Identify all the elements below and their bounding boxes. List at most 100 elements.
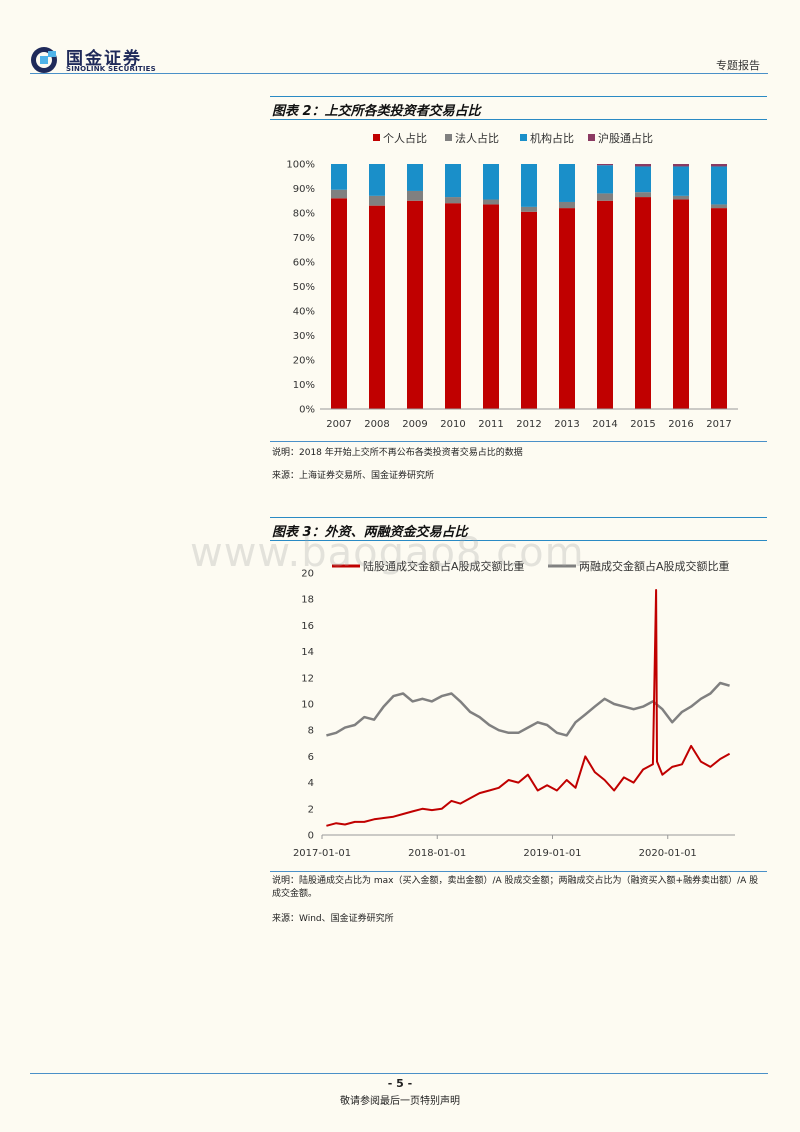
- legend-swatch-3: [588, 134, 595, 141]
- bar-segment-2007-2: [331, 164, 347, 190]
- bar-segment-2014-0: [597, 200, 613, 409]
- figure3-source: 来源：Wind、国金证券研究所: [272, 914, 394, 924]
- bar-segment-2009-1: [407, 190, 423, 201]
- y-tick-label: 20: [301, 569, 314, 580]
- y-tick-label: 12: [301, 673, 314, 684]
- bar-segment-2015-0: [635, 197, 651, 409]
- x-tick-label: 2017: [706, 419, 731, 430]
- x-tick-label: 2009: [402, 419, 427, 430]
- figure2-title-bar: 图表 2：上交所各类投资者交易占比: [270, 96, 767, 120]
- y-tick-label: 2: [308, 804, 314, 815]
- bar-segment-2014-3: [597, 164, 613, 166]
- bar-segment-2017-3: [711, 164, 727, 167]
- legend-label-3: 沪股通占比: [598, 131, 653, 145]
- legend-label-0: 个人占比: [383, 131, 427, 145]
- figure3-line-chart: 陆股通成交金额占A股成交额比重 两融成交金额占A股成交额比重 0 2 4 6 8 10 12 14…: [293, 559, 735, 859]
- bar-segment-2012-1: [521, 206, 537, 212]
- x-tick-label: 2013: [554, 419, 579, 430]
- bar-segment-2017-2: [711, 166, 727, 205]
- bar-segment-2013-1: [559, 201, 575, 209]
- watermark: www.baogao8.com: [190, 530, 585, 576]
- figure2-title: 图表 2：上交所各类投资者交易占比: [272, 104, 481, 119]
- figure2-note: 说明：2018 年开始上交所不再公布各类投资者交易占比的数据: [272, 448, 523, 458]
- x-tick-label: 2019-01-01: [523, 848, 581, 859]
- y-tick-label: 0: [308, 831, 314, 842]
- bar-segment-2016-2: [673, 166, 689, 196]
- bar-segment-2017-0: [711, 208, 727, 409]
- bar-segment-2016-0: [673, 199, 689, 409]
- x-tick-label: 2015: [630, 419, 655, 430]
- x-tick-label: 2016: [668, 419, 693, 430]
- y-tick-label: 8: [308, 726, 314, 737]
- x-tick-label: 2008: [364, 419, 389, 430]
- y-tick-label: 20%: [293, 356, 315, 367]
- logo-emblem-icon: [31, 47, 57, 73]
- figure2-source: 来源：上海证券交易所、国金证券研究所: [272, 471, 435, 481]
- series-line-margin: [326, 681, 730, 737]
- y-tick-label: 16: [301, 621, 314, 632]
- bar-segment-2010-2: [445, 164, 461, 198]
- bar-segment-2013-0: [559, 208, 575, 409]
- header-rule: [30, 73, 768, 74]
- bar-segment-2009-2: [407, 164, 423, 191]
- page-number: - 5 -: [387, 1077, 413, 1090]
- bar-segment-2012-0: [521, 211, 537, 409]
- y-tick-label: 60%: [293, 258, 315, 269]
- legend-label-2: 机构占比: [530, 131, 574, 145]
- y-tick-label: 4: [308, 778, 314, 789]
- y-tick-label: 80%: [293, 209, 315, 220]
- legend-label-northbound: 陆股通成交金额占A股成交额比重: [363, 559, 525, 573]
- bar-segment-2007-0: [331, 198, 347, 409]
- bar-segment-2014-1: [597, 193, 613, 201]
- legend-label-1: 法人占比: [455, 131, 499, 145]
- y-tick-label: 40%: [293, 307, 315, 318]
- footer-rule: [30, 1073, 768, 1074]
- figure3-title-bar: 图表 3：外资、两融资金交易占比: [270, 517, 767, 541]
- bar-segment-2008-0: [369, 205, 385, 409]
- x-tick-label: 2010: [440, 419, 465, 430]
- y-tick-label: 50%: [293, 282, 315, 293]
- x-tick-label: 2012: [516, 419, 541, 430]
- company-logo: 国金证券 SINOLINK SECURITIES: [30, 44, 156, 76]
- bar-segment-2010-0: [445, 203, 461, 409]
- bar-segment-2015-3: [635, 164, 651, 167]
- y-tick-label: 18: [301, 595, 314, 606]
- x-tick-label: 2017-01-01: [293, 848, 351, 859]
- bar-segment-2017-1: [711, 204, 727, 209]
- x-tick-label: 2014: [592, 419, 617, 430]
- bar-segment-2015-2: [635, 166, 651, 193]
- y-tick-label: 90%: [293, 184, 315, 195]
- logo-text-en: SINOLINK SECURITIES: [66, 65, 156, 73]
- bar-segment-2011-2: [483, 164, 499, 200]
- x-tick-label: 2011: [478, 419, 503, 430]
- report-type: 专题报告: [716, 59, 760, 72]
- figure3-bottom-rule: [270, 871, 767, 872]
- series-line-northbound: [326, 589, 731, 827]
- bar-segment-2008-1: [369, 195, 385, 206]
- logo-text-cn: 国金证券: [66, 49, 142, 69]
- bar-segment-2007-1: [331, 189, 347, 199]
- y-tick-label: 30%: [293, 331, 315, 342]
- y-tick-label: 6: [308, 752, 314, 763]
- y-tick-label: 14: [301, 647, 314, 658]
- bar-segment-2011-0: [483, 204, 499, 409]
- x-tick-label: 2018-01-01: [408, 848, 466, 859]
- y-tick-label: 0%: [299, 405, 315, 416]
- bar-segment-2016-3: [673, 164, 689, 167]
- bar-segment-2009-0: [407, 200, 423, 409]
- bar-segment-2008-2: [369, 164, 385, 196]
- legend-swatch-0: [373, 134, 380, 141]
- legend-swatch-2: [520, 134, 527, 141]
- bar-segment-2012-2: [521, 164, 537, 207]
- figure2-bar-chart: 个人占比 法人占比 机构占比 沪股通占比 0% 10% 20% 30% 40% 50% 60% 70%…: [286, 131, 738, 430]
- footer-disclaimer: 敬请参阅最后一页特别声明: [340, 1096, 460, 1107]
- x-tick-label: 2007: [326, 419, 351, 430]
- bar-segment-2016-1: [673, 195, 689, 200]
- bar-segment-2014-2: [597, 165, 613, 194]
- x-tick-label: 2020-01-01: [639, 848, 697, 859]
- bar-segment-2013-2: [559, 164, 575, 202]
- figure2-bottom-rule: [270, 441, 767, 442]
- legend-swatch-1: [445, 134, 452, 141]
- figure3-note: 说明：陆股通成交占比为 max（买入金额，卖出金额）/A 股成交金额；两融成交占…: [272, 876, 759, 899]
- figure3-title: 图表 3：外资、两融资金交易占比: [272, 525, 468, 540]
